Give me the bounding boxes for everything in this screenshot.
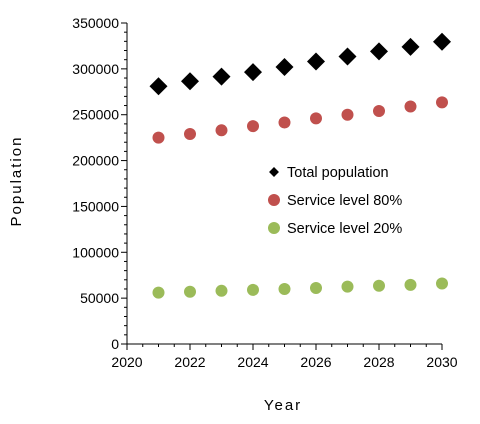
x-tick-label: 2024 [237,354,268,370]
data-point-circle [341,280,354,293]
legend: Total population Service level 80% Servi… [268,165,402,237]
y-tick-label: 300000 [72,61,119,77]
series-3 [152,277,448,299]
data-point-circle [278,116,291,129]
data-point-circle [436,96,448,109]
data-point-circle [184,127,196,140]
y-tick-label: 0 [111,336,119,352]
legend-marker-diamond [269,167,279,177]
x-axis-ticks: 2020 2022 2024 2026 2028 2030 [111,344,458,370]
legend-label-total-population: Total population [287,165,389,181]
data-point-diamond [307,52,325,71]
data-point-circle [373,279,385,292]
y-tick-label: 350000 [72,15,119,31]
data-point-circle [373,105,385,118]
data-point-circle [184,285,196,298]
data-point-diamond [401,37,420,56]
legend-marker-circle-green [268,222,280,234]
data-point-circle [152,131,165,144]
x-tick-label: 2028 [363,354,394,370]
data-point-circle [310,112,322,125]
data-point-diamond [275,58,294,77]
data-point-diamond [244,63,262,82]
legend-item-service-level-80: Service level 80% [268,193,402,209]
data-point-circle [341,108,354,121]
data-point-diamond [338,47,357,66]
data-point-circle [152,286,165,299]
data-point-diamond [433,32,451,51]
legend-item-service-level-20: Service level 20% [268,221,402,237]
y-tick-label: 150000 [72,198,119,214]
data-point-circle [310,282,322,295]
series-1 [149,32,451,96]
data-point-diamond [149,77,168,96]
data-point-diamond [370,42,388,61]
x-tick-label: 2030 [426,354,457,370]
series-2 [152,96,448,144]
x-tick-label: 2022 [174,354,205,370]
data-point-circle [404,100,417,113]
data-point-circle [404,278,417,291]
legend-item-total-population: Total population [269,165,389,181]
data-point-diamond [212,67,231,86]
y-axis-title: Population [8,136,25,227]
data-point-circle [215,124,228,137]
legend-label-service-level-80: Service level 80% [287,193,402,209]
data-point-circle [247,283,259,296]
y-tick-label: 50000 [80,290,119,306]
y-axis-ticks: 0 50000 100000 150000 200000 250000 300000 3500… [72,15,127,352]
x-axis-title: Year [264,397,302,414]
y-tick-label: 250000 [72,107,119,123]
y-tick-label: 200000 [72,153,119,169]
data-point-circle [247,120,259,133]
legend-label-service-level-20: Service level 20% [287,221,402,237]
y-tick-label: 100000 [72,244,119,260]
data-point-diamond [181,72,199,91]
x-tick-label: 2026 [300,354,331,370]
legend-marker-circle-red [268,194,280,206]
data-point-circle [436,277,448,290]
data-point-circle [278,282,291,295]
data-points [149,32,451,299]
x-tick-label: 2020 [111,354,142,370]
data-point-circle [215,284,228,297]
